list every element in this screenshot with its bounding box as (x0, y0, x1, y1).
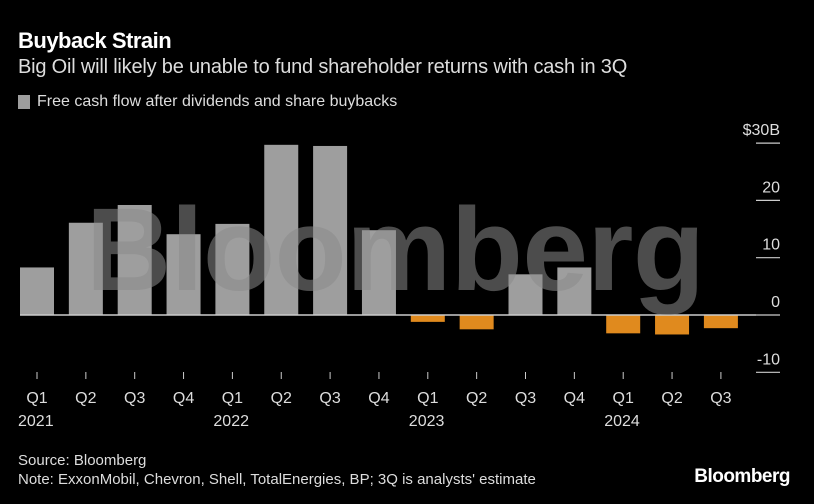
x-year-label: 2022 (213, 413, 249, 430)
bar (655, 315, 690, 335)
bar (508, 274, 543, 315)
x-tick-label: Q4 (368, 390, 389, 407)
x-tick-label: Q2 (271, 390, 292, 407)
x-tick-label: Q1 (613, 390, 634, 407)
x-tick-label: Q4 (173, 390, 194, 407)
x-tick-label: Q2 (661, 390, 682, 407)
bar (410, 315, 445, 322)
x-year-label: 2021 (18, 413, 54, 430)
bar (215, 223, 250, 315)
bar (20, 267, 54, 315)
x-tick-label: Q3 (124, 390, 145, 407)
bar (703, 315, 738, 329)
x-tick-label: Q2 (466, 390, 487, 407)
x-tick-label: Q1 (417, 390, 438, 407)
x-year-label: 2024 (604, 413, 640, 430)
legend-swatch (18, 95, 30, 109)
x-tick-label: Q1 (222, 390, 243, 407)
y-tick-label: 0 (771, 294, 780, 311)
footnote: Note: ExxonMobil, Chevron, Shell, TotalE… (18, 471, 536, 488)
y-tick-label: 10 (762, 237, 780, 254)
y-tick-label: 20 (762, 179, 780, 196)
source-note: Source: Bloomberg (18, 452, 147, 469)
watermark: Bloomberg (86, 184, 701, 316)
x-tick-label: Q2 (75, 390, 96, 407)
bar (606, 315, 641, 334)
bar (68, 222, 103, 315)
bar (117, 204, 152, 315)
y-tick-label: $30B (743, 122, 780, 139)
y-tick-label: -10 (757, 351, 780, 368)
bar (166, 234, 201, 315)
x-tick-label: Q3 (710, 390, 731, 407)
legend: Free cash flow after dividends and share… (18, 93, 397, 111)
x-tick-label: Q1 (26, 390, 47, 407)
bar (361, 230, 396, 315)
x-tick-label: Q3 (515, 390, 536, 407)
x-year-label: 2023 (409, 413, 445, 430)
chart-subtitle: Big Oil will likely be unable to fund sh… (18, 56, 628, 78)
bar (264, 144, 299, 315)
bar (557, 267, 592, 315)
bar (459, 315, 494, 330)
chart-title: Buyback Strain (18, 28, 172, 53)
x-tick-label: Q4 (564, 390, 585, 407)
bar (313, 145, 348, 315)
bloomberg-logo: Bloomberg (694, 466, 790, 487)
x-tick-label: Q3 (319, 390, 340, 407)
legend-label: Free cash flow after dividends and share… (37, 93, 398, 110)
